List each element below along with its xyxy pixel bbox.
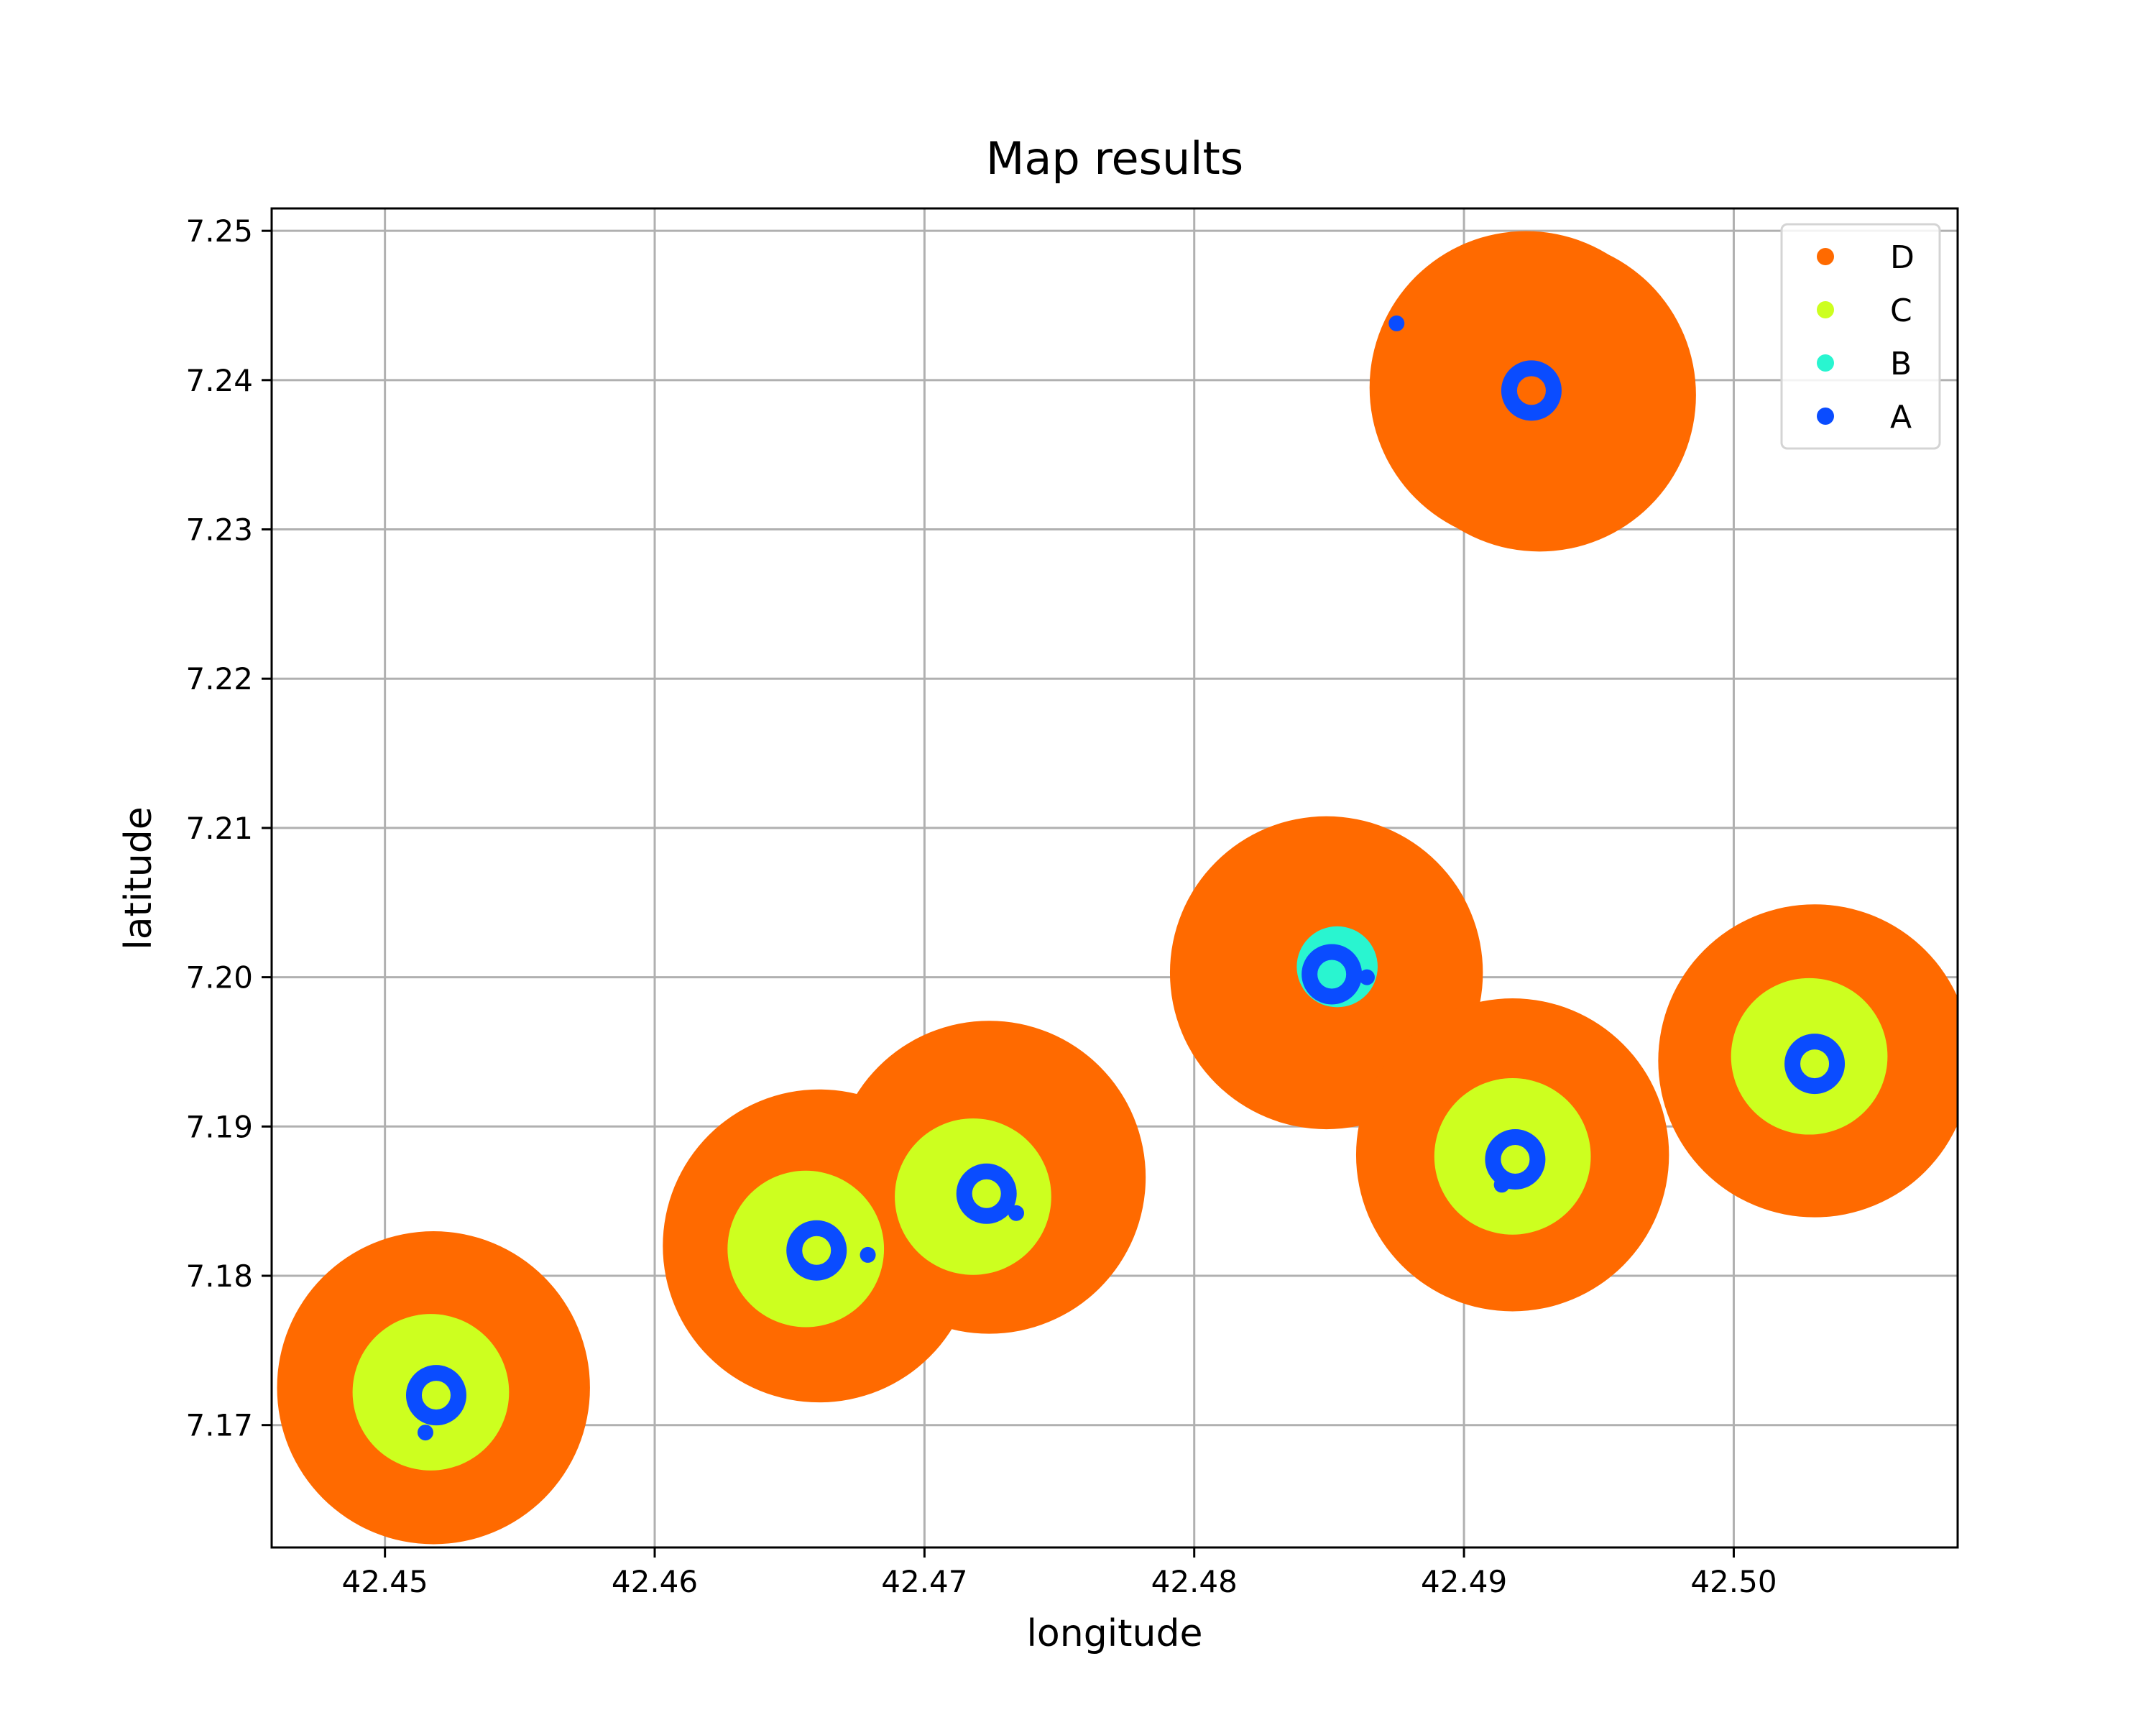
y-axis-title: latitude xyxy=(117,806,160,950)
point-A-ring xyxy=(956,1163,1017,1224)
y-tick-label: 7.25 xyxy=(185,213,253,249)
point-A xyxy=(1008,1205,1024,1221)
point-D xyxy=(1383,238,1696,552)
y-tick-label: 7.17 xyxy=(185,1408,253,1443)
point-A-ring xyxy=(1485,1129,1546,1190)
point-C xyxy=(352,1314,510,1471)
y-tick-label: 7.22 xyxy=(185,661,253,696)
point-A xyxy=(1388,315,1405,331)
series-C xyxy=(352,978,1888,1471)
legend-marker-D xyxy=(1817,248,1834,265)
series-A xyxy=(405,315,1846,1441)
legend-marker-A xyxy=(1817,408,1834,425)
legend-label-A: A xyxy=(1890,399,1912,436)
legend-marker-B xyxy=(1817,354,1834,372)
chart-title: Map results xyxy=(986,132,1243,185)
x-tick-label: 42.50 xyxy=(1690,1564,1777,1599)
point-A-ring xyxy=(1501,360,1562,421)
legend-label-B: B xyxy=(1890,346,1912,382)
point-C xyxy=(1434,1077,1591,1235)
point-C xyxy=(895,1118,1051,1275)
point-A-ring xyxy=(405,1365,466,1426)
plot-frame xyxy=(270,207,1959,1549)
x-tick-label: 42.49 xyxy=(1421,1564,1507,1599)
y-tick-label: 7.24 xyxy=(185,363,253,398)
x-tick-label: 42.48 xyxy=(1151,1564,1238,1599)
y-tick-label: 7.18 xyxy=(185,1259,253,1294)
legend-label-C: C xyxy=(1890,293,1912,329)
point-A xyxy=(860,1246,876,1263)
point-A xyxy=(417,1425,433,1441)
x-axis-title: longitude xyxy=(1026,1612,1202,1655)
x-tick-label: 42.46 xyxy=(612,1564,698,1599)
plot-marks xyxy=(277,231,1958,1545)
y-tick-label: 7.20 xyxy=(185,960,253,995)
legend-box xyxy=(1780,223,1941,450)
x-tick-label: 42.45 xyxy=(342,1564,428,1599)
point-A-ring xyxy=(786,1220,847,1281)
point-C xyxy=(727,1170,885,1328)
point-A-ring xyxy=(1302,944,1363,1005)
series-D xyxy=(277,231,1958,1545)
axis-ticks: 42.45 42.46 42.47 42.48 42.49 42.50 7.17 7.18 7.… xyxy=(185,213,1777,1599)
y-tick-label: 7.21 xyxy=(185,811,253,846)
y-tick-label: 7.19 xyxy=(185,1109,253,1144)
legend-marker-C xyxy=(1817,301,1834,318)
point-A-ring xyxy=(1784,1034,1846,1095)
point-A xyxy=(1493,1177,1510,1193)
point-C xyxy=(1731,978,1888,1135)
legend-label-D: D xyxy=(1890,239,1915,276)
x-tick-label: 42.47 xyxy=(881,1564,967,1599)
point-A xyxy=(1358,969,1375,985)
y-tick-label: 7.23 xyxy=(185,512,253,548)
